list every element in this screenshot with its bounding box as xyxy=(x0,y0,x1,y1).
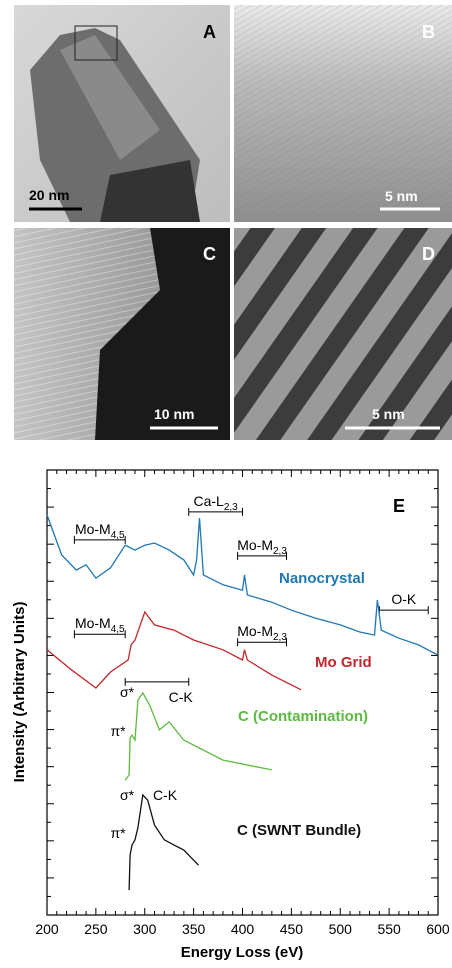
lattice xyxy=(234,5,452,222)
annotation-text: Mo-M xyxy=(75,615,111,631)
x-tick-label: 550 xyxy=(377,921,401,937)
panel-a: A 20 nm xyxy=(14,5,230,222)
series-line xyxy=(129,795,198,890)
image xyxy=(234,228,452,440)
annotation-sub: 4,5 xyxy=(111,624,125,635)
x-tick-label: 450 xyxy=(280,921,304,937)
panel-letter: B xyxy=(422,22,435,42)
series-label: Nanocrystal xyxy=(279,570,365,587)
panel-c: C 10 nm xyxy=(14,228,230,440)
panel-b: B 5 nm xyxy=(234,5,452,222)
annotation: π* xyxy=(110,825,126,841)
chart: E Energy Loss (eV) Intensity (Arbitrary … xyxy=(11,470,450,961)
x-tick-label: 600 xyxy=(426,921,450,937)
annotation: σ* xyxy=(120,787,135,803)
x-tick-label: 500 xyxy=(329,921,353,937)
annotation-text: Ca-L xyxy=(193,493,224,509)
annotation-text: Mo-M xyxy=(75,521,111,537)
series-label: Mo Grid xyxy=(315,654,372,671)
y-axis-label: Intensity (Arbitrary Units) xyxy=(11,602,28,783)
annotation: O-K xyxy=(391,591,417,607)
annotation: Mo-M2,3 xyxy=(237,623,287,643)
annotation-text: C-K xyxy=(169,689,194,705)
annotation-sub: 2,3 xyxy=(224,502,238,513)
annotation-text: π* xyxy=(110,723,126,739)
annotation: σ* xyxy=(120,684,135,700)
annotation: Mo-M2,3 xyxy=(237,537,287,557)
annotation-text: Mo-M xyxy=(237,623,273,639)
annotation-text: π* xyxy=(110,825,126,841)
x-tick-label: 200 xyxy=(35,921,59,937)
series-label: C (SWNT Bundle) xyxy=(237,822,361,839)
x-tick-label: 250 xyxy=(84,921,108,937)
scalebar-label: 5 nm xyxy=(372,406,405,422)
panel-letter: A xyxy=(203,22,216,42)
annotation-text: C-K xyxy=(153,787,178,803)
page: A 20 nm B 5 nm C 10 nm D 5 nm E Energy L… xyxy=(0,0,452,968)
panel-d: D 5 nm xyxy=(234,228,452,440)
panel-letter: C xyxy=(203,244,216,264)
annotation: C-K xyxy=(153,787,178,803)
annotation-text: Mo-M xyxy=(237,537,273,553)
annotation-sub: 4,5 xyxy=(111,530,125,541)
annotation-sub: 2,3 xyxy=(273,632,287,643)
annotation-text: σ* xyxy=(120,787,135,803)
series-label: C (Contamination) xyxy=(238,708,368,725)
annotation: Mo-M4,5 xyxy=(75,615,125,635)
annotation: Ca-L2,3 xyxy=(193,493,238,513)
figure: A 20 nm B 5 nm C 10 nm D 5 nm E Energy L… xyxy=(0,0,452,963)
scalebar-label: 10 nm xyxy=(154,406,194,422)
annotation: C-K xyxy=(169,689,194,705)
series-line xyxy=(125,693,272,780)
annotation-text: σ* xyxy=(120,684,135,700)
x-tick-label: 350 xyxy=(182,921,206,937)
annotation-sub: 2,3 xyxy=(273,546,287,557)
annotation: Mo-M4,5 xyxy=(75,521,125,541)
x-tick-label: 400 xyxy=(231,921,255,937)
x-axis-label: Energy Loss (eV) xyxy=(181,944,304,961)
scalebar-label: 20 nm xyxy=(29,187,69,203)
annotation-text: O-K xyxy=(391,591,417,607)
annotation: π* xyxy=(110,723,126,739)
panel-letter: D xyxy=(422,244,435,264)
x-tick-label: 300 xyxy=(133,921,157,937)
panel-letter: E xyxy=(393,496,405,516)
scalebar-label: 5 nm xyxy=(385,188,418,204)
